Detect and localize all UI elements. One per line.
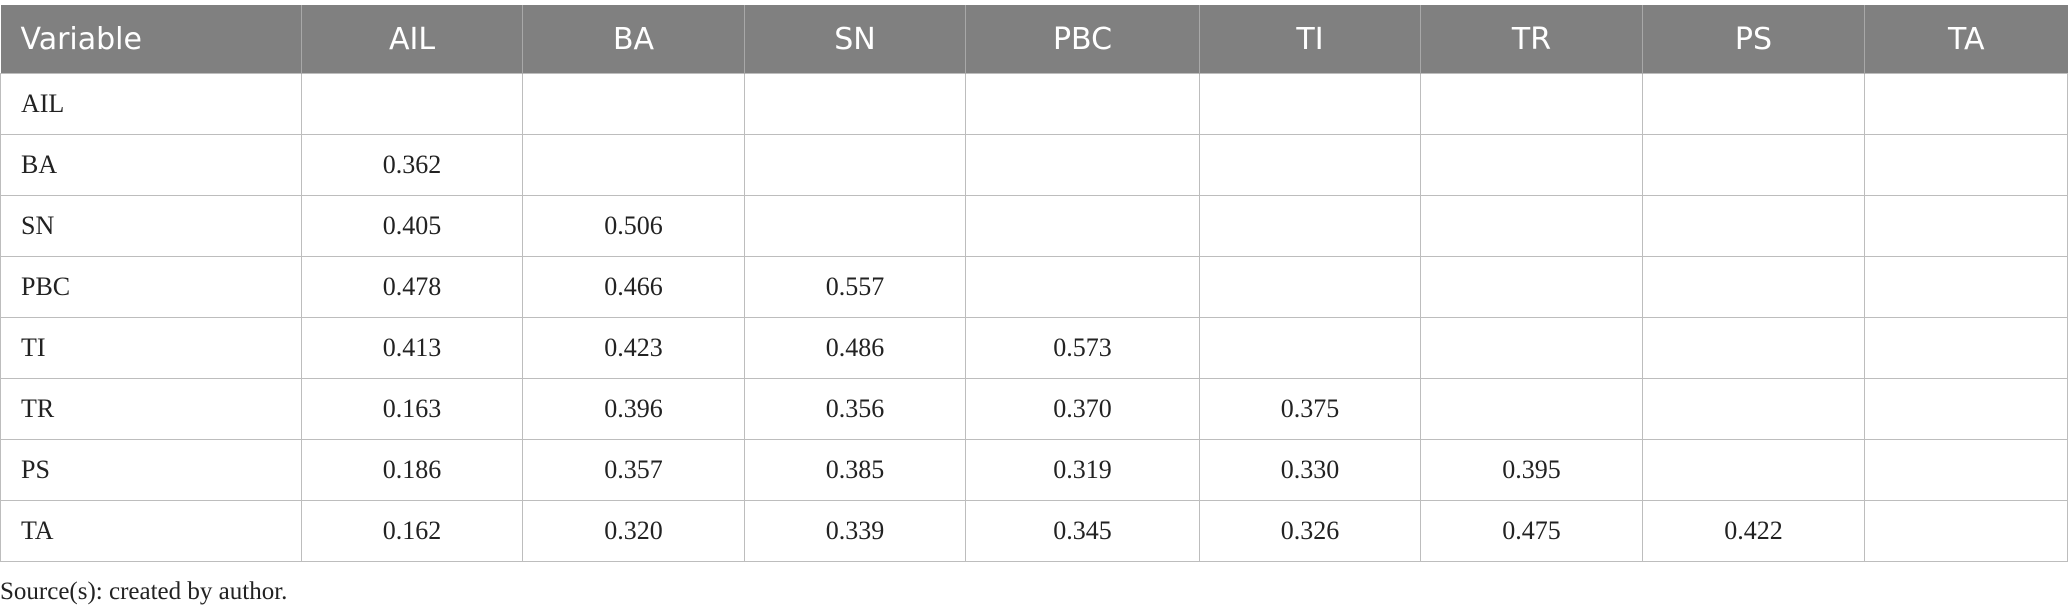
column-header: BA — [522, 5, 745, 74]
cell-value: 0.423 — [522, 317, 745, 379]
empty-cell — [1199, 73, 1421, 135]
empty-cell — [1199, 195, 1421, 257]
cell-value: 0.330 — [1199, 439, 1421, 501]
cell-value: 0.319 — [965, 439, 1200, 501]
empty-cell — [744, 73, 966, 135]
row-label: PS — [0, 439, 302, 501]
empty-cell — [1864, 73, 2068, 135]
cell-value: 0.186 — [301, 439, 523, 501]
table-row: PBC 0.478 0.466 0.557 — [0, 256, 2068, 318]
table-row: TA 0.162 0.320 0.339 0.345 0.326 0.475 0.422 — [0, 500, 2068, 562]
empty-cell — [1642, 439, 1865, 501]
row-label: AIL — [0, 73, 302, 135]
column-header: PBC — [965, 5, 1200, 74]
table-row: AIL — [0, 73, 2068, 135]
empty-cell — [1864, 317, 2068, 379]
empty-cell — [965, 256, 1200, 318]
row-label: TI — [0, 317, 302, 379]
cell-value: 0.396 — [522, 378, 745, 440]
cell-value: 0.162 — [301, 500, 523, 562]
empty-cell — [744, 134, 966, 196]
cell-value: 0.375 — [1199, 378, 1421, 440]
row-label: TA — [0, 500, 302, 562]
empty-cell — [1642, 134, 1865, 196]
empty-cell — [1420, 317, 1643, 379]
empty-cell — [1420, 73, 1643, 135]
empty-cell — [1420, 134, 1643, 196]
cell-value: 0.413 — [301, 317, 523, 379]
table-body: AIL BA 0.362 SN 0.405 0.506 PBC 0.478 0.466 0.557… — [0, 73, 2068, 562]
empty-cell — [1642, 317, 1865, 379]
empty-cell — [1420, 195, 1643, 257]
column-header: TR — [1420, 5, 1643, 74]
empty-cell — [522, 73, 745, 135]
cell-value: 0.385 — [744, 439, 966, 501]
cell-value: 0.475 — [1420, 500, 1643, 562]
source-note: Source(s): created by author. — [0, 578, 288, 605]
table-row: SN 0.405 0.506 — [0, 195, 2068, 257]
empty-cell — [1642, 378, 1865, 440]
cell-value: 0.422 — [1642, 500, 1865, 562]
table-row: TI 0.413 0.423 0.486 0.573 — [0, 317, 2068, 379]
cell-value: 0.370 — [965, 378, 1200, 440]
empty-cell — [1864, 195, 2068, 257]
empty-cell — [1864, 378, 2068, 440]
row-label: TR — [0, 378, 302, 440]
cell-value: 0.573 — [965, 317, 1200, 379]
column-header: TI — [1199, 5, 1421, 74]
cell-value: 0.163 — [301, 378, 523, 440]
header-row: Variable AIL BA SN PBC TI TR PS TA — [0, 5, 2068, 74]
empty-cell — [1642, 256, 1865, 318]
empty-cell — [1642, 195, 1865, 257]
table-row: TR 0.163 0.396 0.356 0.370 0.375 — [0, 378, 2068, 440]
empty-cell — [1199, 317, 1421, 379]
empty-cell — [1642, 73, 1865, 135]
cell-value: 0.320 — [522, 500, 745, 562]
empty-cell — [1864, 134, 2068, 196]
empty-cell — [522, 134, 745, 196]
row-label: PBC — [0, 256, 302, 318]
column-header: TA — [1864, 5, 2068, 74]
empty-cell — [1199, 134, 1421, 196]
cell-value: 0.345 — [965, 500, 1200, 562]
cell-value: 0.362 — [301, 134, 523, 196]
cell-value: 0.405 — [301, 195, 523, 257]
cell-value: 0.356 — [744, 378, 966, 440]
empty-cell — [1199, 256, 1421, 318]
column-header: Variable — [0, 5, 302, 74]
empty-cell — [1420, 378, 1643, 440]
empty-cell — [965, 195, 1200, 257]
table-row: BA 0.362 — [0, 134, 2068, 196]
empty-cell — [744, 195, 966, 257]
cell-value: 0.506 — [522, 195, 745, 257]
column-header: AIL — [301, 5, 523, 74]
empty-cell — [301, 73, 523, 135]
cell-value: 0.478 — [301, 256, 523, 318]
cell-value: 0.339 — [744, 500, 966, 562]
correlation-table: Variable AIL BA SN PBC TI TR PS TA AIL BA 0.362 SN 0… — [0, 5, 2068, 562]
row-label: SN — [0, 195, 302, 257]
column-header: PS — [1642, 5, 1865, 74]
empty-cell — [1864, 500, 2068, 562]
row-label: BA — [0, 134, 302, 196]
empty-cell — [965, 73, 1200, 135]
cell-value: 0.326 — [1199, 500, 1421, 562]
table-row: PS 0.186 0.357 0.385 0.319 0.330 0.395 — [0, 439, 2068, 501]
column-header: SN — [744, 5, 966, 74]
cell-value: 0.557 — [744, 256, 966, 318]
cell-value: 0.357 — [522, 439, 745, 501]
empty-cell — [1420, 256, 1643, 318]
cell-value: 0.395 — [1420, 439, 1643, 501]
empty-cell — [1864, 439, 2068, 501]
cell-value: 0.486 — [744, 317, 966, 379]
cell-value: 0.466 — [522, 256, 745, 318]
empty-cell — [965, 134, 1200, 196]
empty-cell — [1864, 256, 2068, 318]
